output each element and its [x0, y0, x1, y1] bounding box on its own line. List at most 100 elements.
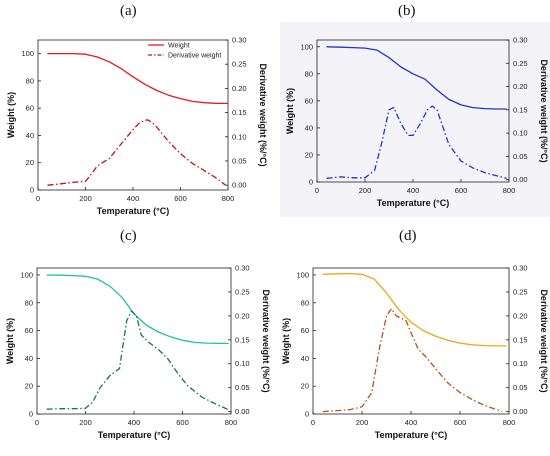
- x-tick-label: 600: [455, 186, 468, 195]
- y-tick-label: 60: [26, 104, 34, 113]
- x-tick-label: 400: [127, 194, 140, 203]
- y-axis-label: Weight (%): [285, 88, 295, 134]
- y2-tick-label: 0.25: [232, 60, 247, 69]
- y2-axis-label: Derivative weight (%/°C): [539, 59, 549, 162]
- chart-panel-b: (b) 0 200 400 600 800 0 20 40 60 80 100 0.00 0.05 0.1…: [280, 0, 550, 225]
- panel-label: (b): [398, 3, 416, 19]
- x-axis-label: Temperature (°C): [375, 430, 447, 440]
- y2-tick-label: 0.10: [235, 359, 250, 368]
- y-tick-label: 20: [25, 382, 33, 391]
- y2-tick-label: 0.25: [513, 287, 528, 296]
- y-tick-label: 80: [305, 69, 313, 78]
- y2-axis-label: Derivative weight (%/°C): [261, 289, 271, 392]
- y-tick-label: 40: [305, 123, 313, 132]
- chart-svg-b: 0 200 400 600 800 0 20 40 60 80 100 0.00 0.05 0.10 0.1…: [285, 36, 549, 209]
- y2-axis-label: Derivative weight (%/°C): [539, 289, 549, 392]
- y-axis-label: Weight (%): [5, 318, 15, 364]
- x-tick-label: 0: [36, 194, 40, 203]
- y2-tick-label: 0.00: [232, 181, 247, 190]
- y-tick-label: 40: [26, 131, 34, 140]
- y-tick-label: 80: [301, 298, 309, 307]
- y-tick-label: 20: [301, 382, 309, 391]
- x-tick-label: 0: [311, 418, 315, 427]
- weight-line: [326, 46, 507, 110]
- y2-axis-label: Derivative weight (%/°C): [258, 63, 268, 166]
- panel-label: (a): [120, 3, 137, 19]
- y-tick-label: 80: [25, 298, 33, 307]
- panel-label: (c): [120, 228, 137, 244]
- y2-tick-label: 0.00: [235, 407, 250, 416]
- y2-tick-label: 0.30: [513, 264, 528, 273]
- weight-line: [46, 274, 229, 345]
- derivative-weight-line: [326, 105, 507, 179]
- x-axis-label: Temperature (°C): [97, 206, 169, 216]
- x-tick-label: 600: [174, 194, 187, 203]
- x-tick-label: 800: [503, 418, 516, 427]
- y-axis-label: Weight (%): [281, 318, 291, 364]
- chart-panel-d: (d) 0 200 400 600 800 0 20 40 60 80 100 0.00 0.05 0.1…: [275, 226, 550, 451]
- x-tick-label: 800: [503, 186, 516, 195]
- derivative-weight-line: [46, 310, 229, 411]
- x-tick-label: 400: [407, 186, 420, 195]
- y2-tick-label: 0.30: [235, 264, 250, 273]
- x-tick-label: 0: [35, 418, 39, 427]
- y-tick-label: 20: [26, 158, 34, 167]
- y2-tick-label: 0.20: [513, 311, 528, 320]
- y-tick-label: 60: [305, 96, 313, 105]
- y2-tick-label: 0.15: [513, 335, 528, 344]
- y-tick-label: 100: [21, 49, 34, 58]
- plot-frame: [316, 39, 510, 183]
- chart-svg-d: 0 200 400 600 800 0 20 40 60 80 100 0.00 0.05 0.10 0.1…: [281, 264, 549, 441]
- y-tick-label: 0: [305, 410, 309, 419]
- x-tick-label: 0: [315, 186, 319, 195]
- x-tick-label: 200: [356, 418, 369, 427]
- weight-line: [47, 52, 229, 105]
- y2-tick-label: 0.30: [232, 36, 247, 45]
- y2-tick-label: 0.20: [232, 84, 247, 93]
- plot-frame: [36, 267, 232, 415]
- x-axis-label: Temperature (°C): [377, 198, 449, 208]
- derivative-weight-line: [322, 308, 502, 413]
- y-tick-label: 60: [25, 326, 33, 335]
- x-tick-label: 600: [454, 418, 467, 427]
- legend-label: Derivative weight: [168, 53, 221, 60]
- x-tick-label: 800: [225, 418, 238, 427]
- x-tick-label: 400: [405, 418, 418, 427]
- y-tick-label: 100: [20, 270, 33, 279]
- y2-tick-label: 0.05: [513, 383, 528, 392]
- plot-frame: [312, 267, 510, 415]
- y-tick-label: 40: [301, 354, 309, 363]
- y2-tick-label: 0.20: [513, 82, 528, 91]
- y2-tick-label: 0.00: [513, 175, 528, 184]
- x-axis-label: Temperature (°C): [98, 430, 170, 440]
- x-tick-label: 200: [79, 418, 92, 427]
- y2-tick-label: 0.10: [513, 129, 528, 138]
- x-tick-label: 600: [176, 418, 189, 427]
- y2-tick-label: 0.10: [232, 132, 247, 141]
- x-tick-label: 200: [359, 186, 372, 195]
- y2-tick-label: 0.05: [235, 383, 250, 392]
- y2-tick-label: 0.15: [235, 335, 250, 344]
- x-tick-label: 800: [222, 194, 235, 203]
- chart-panel-a: (a) 0 200 400 600 800 0 20 40 60 80 100 0.00 0.05 0.1…: [0, 0, 275, 225]
- chart-panel-c: (c) 0 200 400 600 800 0 20 40 60 80 100 0.00 0.05 0.1…: [0, 226, 275, 451]
- panel-background: [280, 22, 550, 217]
- derivative-weight-line: [47, 119, 226, 186]
- y2-tick-label: 0.25: [513, 59, 528, 68]
- legend-label: Weight: [168, 43, 190, 50]
- y2-tick-label: 0.05: [232, 156, 247, 165]
- y2-tick-label: 0.25: [235, 287, 250, 296]
- x-tick-label: 400: [128, 418, 141, 427]
- y-tick-label: 80: [26, 76, 34, 85]
- y2-tick-label: 0.00: [513, 407, 528, 416]
- chart-svg-c: 0 200 400 600 800 0 20 40 60 80 100 0.00 0.05 0.10 0.1…: [5, 264, 271, 441]
- y2-tick-label: 0.30: [513, 36, 528, 45]
- x-tick-label: 200: [79, 194, 92, 203]
- y2-tick-label: 0.15: [513, 105, 528, 114]
- plot-frame: [37, 39, 229, 191]
- y2-tick-label: 0.20: [235, 311, 250, 320]
- y-tick-label: 0: [29, 410, 33, 419]
- y-axis-label: Weight (%): [6, 92, 16, 138]
- chart-svg-a: 0 200 400 600 800 0 20 40 60 80 100 0.00 0.05 0.10 0.1…: [6, 36, 268, 217]
- y-tick-label: 100: [300, 42, 313, 51]
